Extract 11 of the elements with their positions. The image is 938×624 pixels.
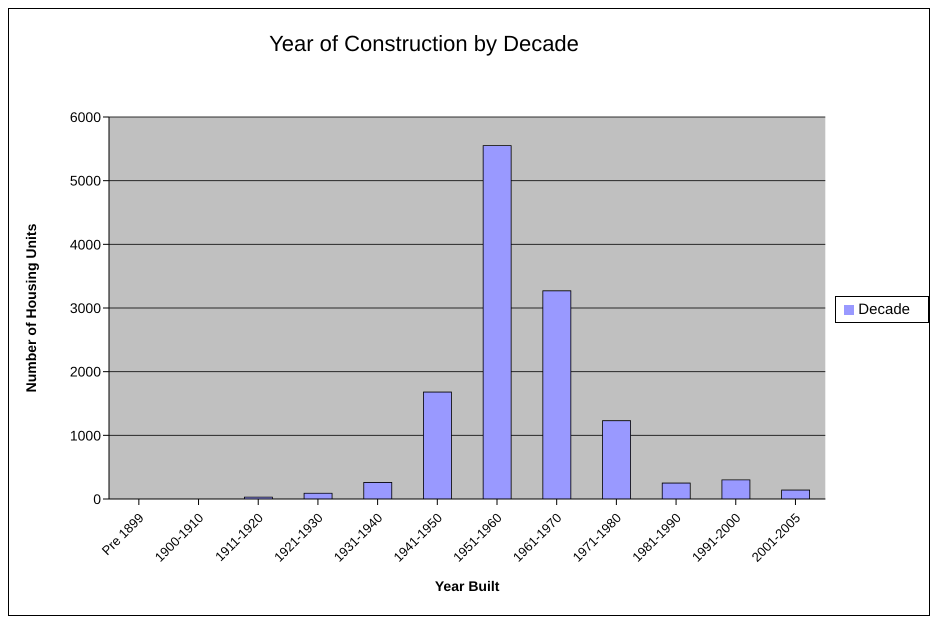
y-tick-label: 0 xyxy=(93,490,102,507)
y-tick-label: 5000 xyxy=(70,172,102,189)
y-tick-label: 1000 xyxy=(70,427,102,444)
y-tick-label: 2000 xyxy=(70,364,102,380)
x-axis-title: Year Built xyxy=(434,578,500,594)
legend-label: Decade xyxy=(858,300,910,318)
y-axis-title: Number of Housing Units xyxy=(22,223,39,392)
chart-title: Year of Construction by Decade xyxy=(268,31,580,57)
y-tick-label: 3000 xyxy=(70,300,102,316)
y-tick-label: 4000 xyxy=(70,236,102,252)
y-tick-label: 6000 xyxy=(70,108,102,125)
